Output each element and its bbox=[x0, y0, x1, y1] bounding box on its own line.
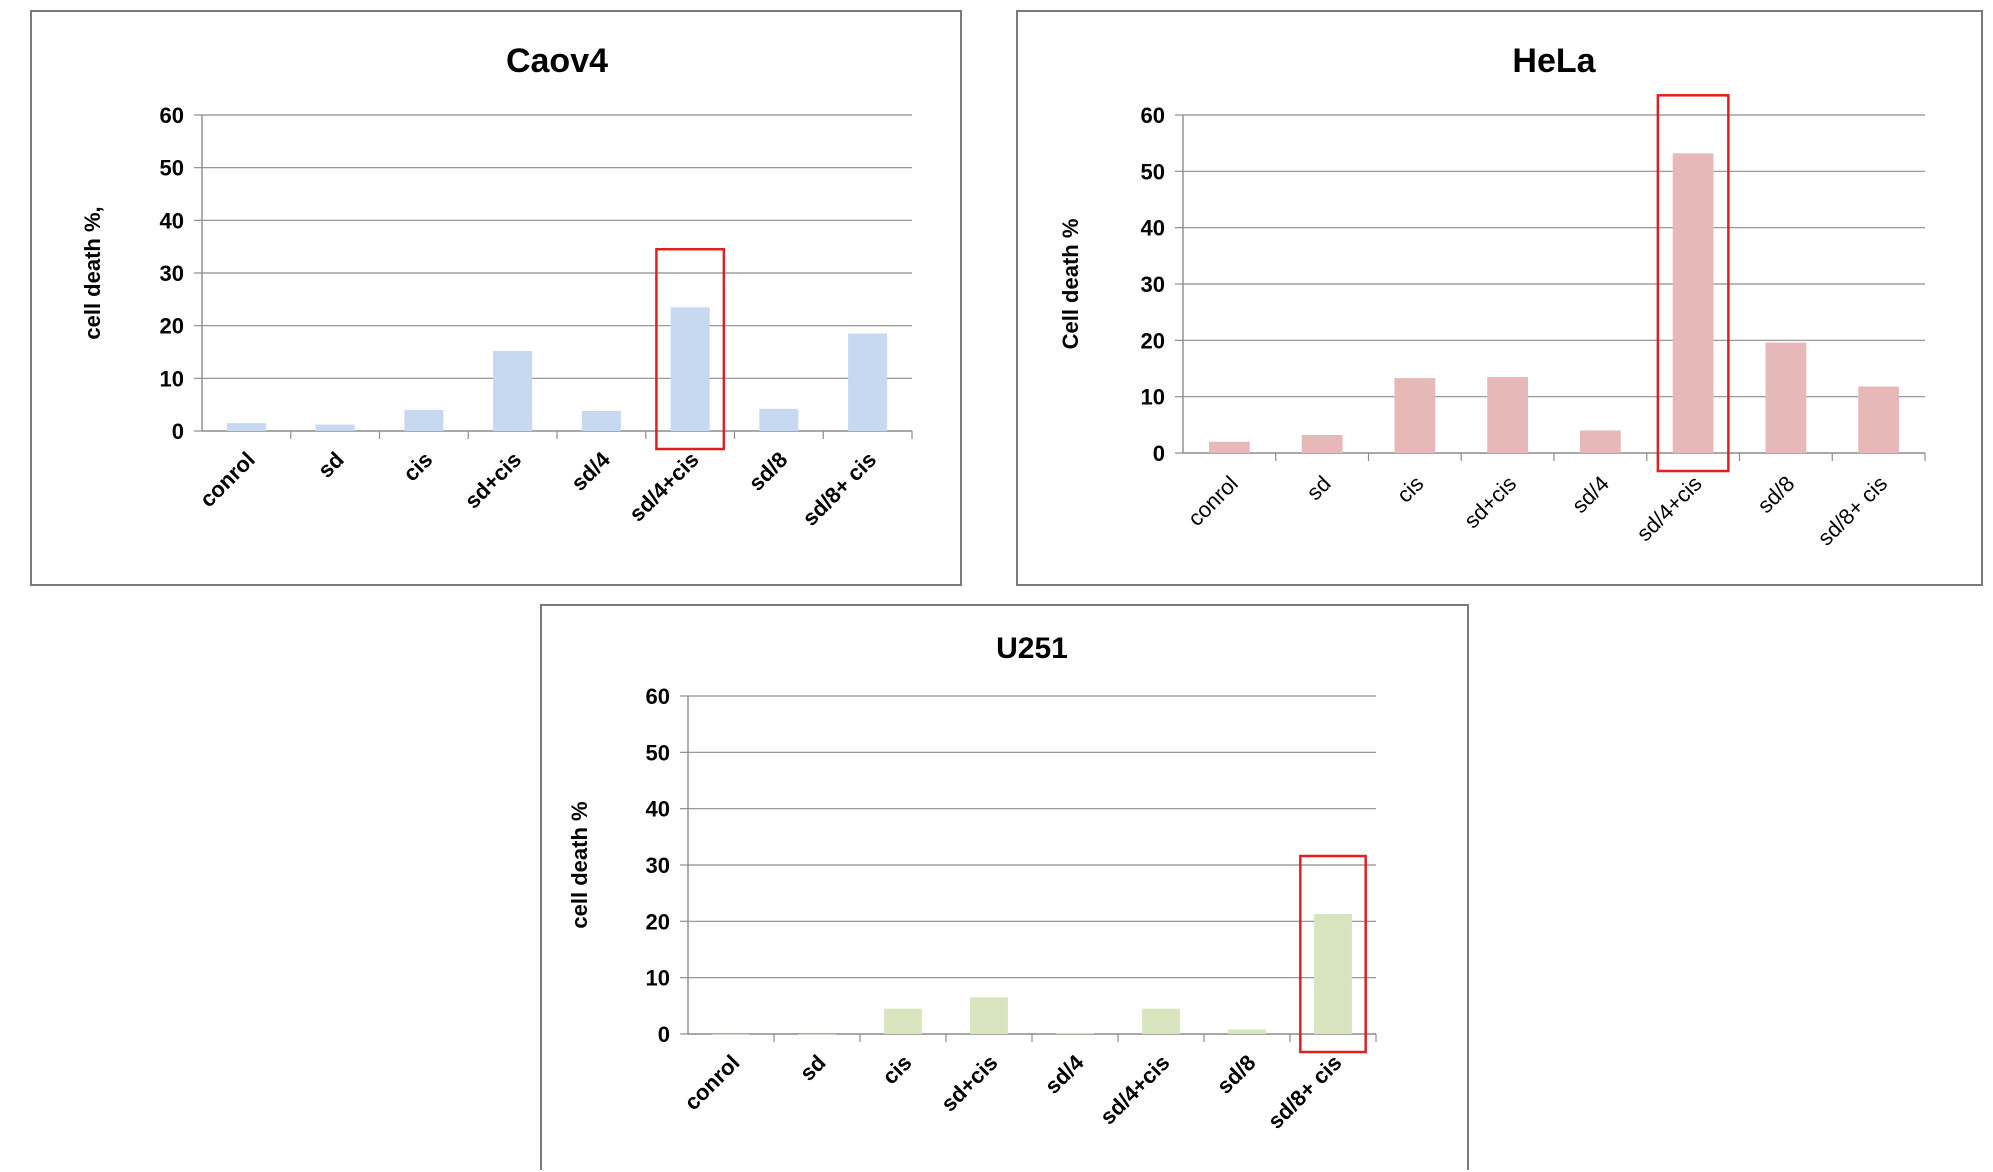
bar bbox=[712, 1034, 750, 1035]
bar bbox=[1579, 430, 1621, 453]
chart-svg-hela: HeLa 0 10 20 30 40 50 60 Cell death % conrol sd cis… bbox=[1058, 42, 1926, 551]
x-category-label: sd/8+ cis bbox=[1263, 1050, 1347, 1134]
bar bbox=[315, 424, 355, 431]
y-tick-label: 30 bbox=[1141, 272, 1165, 297]
highlight-box bbox=[1656, 94, 1730, 473]
x-category-label: sd bbox=[795, 1050, 831, 1086]
y-axis-label: cell death %, bbox=[80, 206, 105, 339]
x-category-label: sd/8+ cis bbox=[1813, 471, 1893, 551]
bar bbox=[848, 333, 888, 431]
y-tick-label: 10 bbox=[646, 966, 670, 991]
bar bbox=[581, 410, 621, 431]
x-category-label: sd/8 bbox=[1752, 471, 1799, 518]
y-tick-label: 10 bbox=[1141, 385, 1165, 410]
x-category-label: conrol bbox=[679, 1050, 744, 1115]
y-tick-label: 40 bbox=[160, 208, 184, 233]
x-category-label: sd bbox=[1302, 471, 1336, 505]
y-tick-label: 0 bbox=[172, 419, 184, 444]
x-category-label: sd+cis bbox=[1459, 471, 1521, 533]
x-category-label: sd/4 bbox=[566, 446, 615, 495]
bar bbox=[1208, 441, 1250, 453]
x-category-label: sd/4+cis bbox=[1095, 1050, 1175, 1130]
bar bbox=[1301, 434, 1343, 453]
y-tick-label: 50 bbox=[646, 740, 670, 765]
bar bbox=[226, 423, 266, 431]
chart-panel-caov4: Caov4 0 10 20 30 40 50 60 cell death %, conrol sd c… bbox=[30, 10, 962, 586]
x-category-label: sd/8 bbox=[744, 447, 793, 496]
bar bbox=[970, 997, 1008, 1034]
x-category-label: conrol bbox=[1183, 471, 1243, 531]
x-category-label: cis bbox=[398, 447, 437, 486]
x-category-label: sd/8+ cis bbox=[797, 447, 881, 531]
highlight-box bbox=[1299, 854, 1367, 1054]
bar bbox=[1056, 1032, 1094, 1034]
bar bbox=[1228, 1029, 1266, 1034]
bar bbox=[798, 1034, 836, 1035]
bar bbox=[670, 307, 710, 431]
bar bbox=[1142, 1008, 1180, 1034]
y-tick-label: 20 bbox=[646, 909, 670, 934]
y-tick-label: 20 bbox=[1141, 328, 1165, 353]
bar bbox=[1394, 378, 1436, 453]
bar bbox=[759, 408, 799, 431]
x-category-label: sd/4 bbox=[1040, 1049, 1089, 1098]
chart-svg-u251: U251 0 10 20 30 40 50 60 cell death % conrol sd cis… bbox=[567, 632, 1377, 1134]
bar bbox=[493, 350, 533, 431]
y-tick-label: 20 bbox=[160, 314, 184, 339]
bar bbox=[1314, 914, 1352, 1034]
bar bbox=[404, 409, 444, 431]
bar bbox=[1487, 376, 1529, 453]
x-category-label: sd/4 bbox=[1567, 471, 1614, 518]
bar bbox=[884, 1008, 922, 1034]
x-category-label: sd/4+cis bbox=[1631, 471, 1706, 546]
highlight-box bbox=[655, 247, 726, 451]
chart-title: U251 bbox=[996, 632, 1068, 665]
bar bbox=[1765, 342, 1807, 453]
y-tick-label: 60 bbox=[160, 103, 184, 128]
x-category-label: sd bbox=[313, 447, 349, 483]
x-category-label: sd/4+cis bbox=[624, 447, 704, 527]
y-tick-label: 50 bbox=[1141, 159, 1165, 184]
x-category-label: sd+cis bbox=[460, 447, 527, 514]
chart-panel-u251: U251 0 10 20 30 40 50 60 cell death % conrol sd cis… bbox=[540, 604, 1469, 1170]
y-tick-label: 30 bbox=[160, 261, 184, 286]
y-tick-label: 0 bbox=[658, 1022, 670, 1047]
y-tick-label: 60 bbox=[646, 684, 670, 709]
y-tick-label: 0 bbox=[1153, 441, 1165, 466]
y-tick-label: 40 bbox=[1141, 216, 1165, 241]
y-tick-label: 50 bbox=[160, 156, 184, 181]
y-axis-label: Cell death % bbox=[1058, 219, 1083, 350]
y-tick-label: 30 bbox=[646, 853, 670, 878]
chart-panel-hela: HeLa 0 10 20 30 40 50 60 Cell death % conrol sd cis… bbox=[1016, 10, 1983, 586]
chart-svg-caov4: Caov4 0 10 20 30 40 50 60 cell death %, conrol sd c… bbox=[80, 42, 913, 531]
y-tick-label: 10 bbox=[160, 366, 184, 391]
x-category-label: sd+cis bbox=[936, 1050, 1003, 1117]
y-tick-label: 60 bbox=[1141, 103, 1165, 128]
x-category-label: conrol bbox=[195, 447, 260, 512]
chart-title: Caov4 bbox=[506, 42, 608, 80]
x-category-label: cis bbox=[877, 1050, 916, 1089]
bar bbox=[1672, 153, 1714, 453]
y-tick-label: 40 bbox=[646, 797, 670, 822]
y-axis-label: cell death % bbox=[567, 801, 592, 928]
x-category-label: cis bbox=[1392, 471, 1429, 508]
chart-title: HeLa bbox=[1512, 42, 1596, 80]
x-category-label: sd/8 bbox=[1212, 1050, 1261, 1099]
bar bbox=[1858, 386, 1900, 453]
